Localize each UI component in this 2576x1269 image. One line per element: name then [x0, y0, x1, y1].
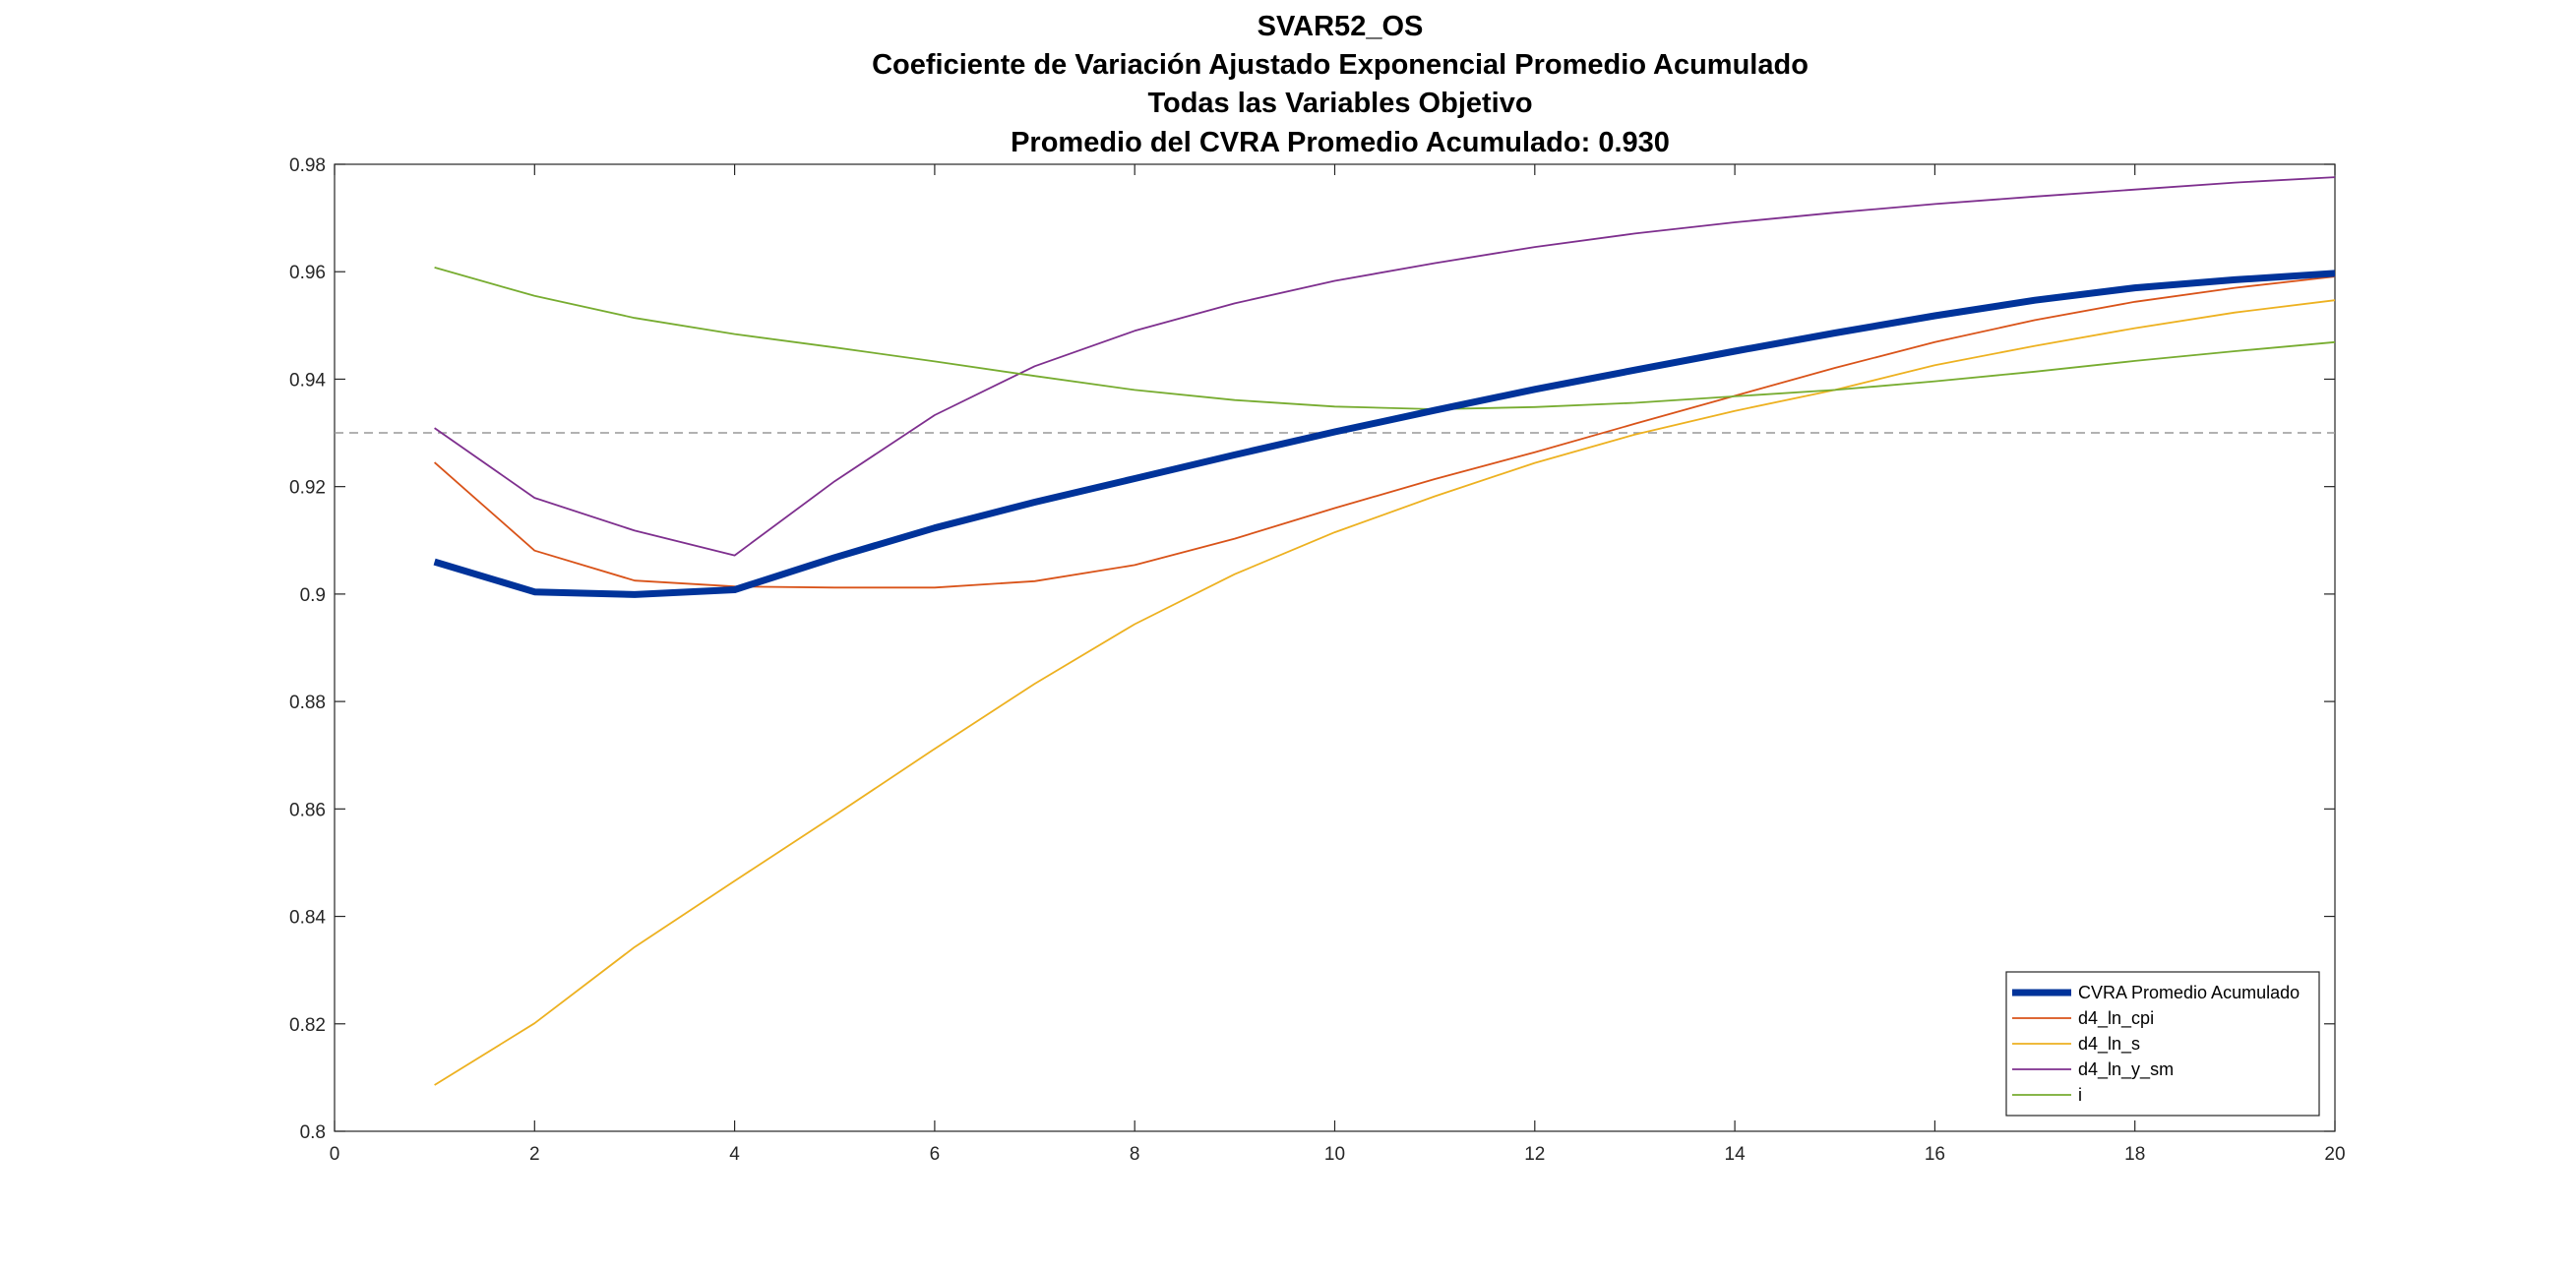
x-tick-label-9: 18	[2124, 1144, 2145, 1165]
x-tick-label-8: 16	[1925, 1144, 1945, 1165]
y-tick-label-7: 0.94	[289, 370, 326, 391]
title-line-2: Coeficiente de Variación Ajustado Expone…	[872, 49, 1809, 81]
y-tick-label-5: 0.9	[300, 585, 326, 606]
plot-area	[334, 163, 2336, 1132]
x-tick-label-4: 8	[1130, 1144, 1140, 1165]
legend-label-i: i	[2078, 1085, 2082, 1105]
y-tick-label-6: 0.92	[289, 478, 326, 499]
x-tick-label-10: 20	[2324, 1144, 2345, 1165]
x-tick-label-5: 10	[1324, 1144, 1345, 1165]
legend-label-cvra-promedio-acumulado: CVRA Promedio Acumulado	[2078, 983, 2300, 1002]
axes-box	[334, 163, 2336, 1132]
title-line-4: Promedio del CVRA Promedio Acumulado: 0.…	[1011, 127, 1670, 158]
title-line-3: Todas las Variables Objetivo	[1147, 88, 1532, 119]
series-line-cvra-promedio-acumulado	[433, 270, 2336, 598]
series-line-d4-ln-y-sm	[434, 176, 2336, 557]
chart-title: SVAR52_OS Coeficiente de Variación Ajust…	[872, 11, 1809, 158]
y-tick-label-9: 0.98	[289, 155, 326, 176]
legend: CVRA Promedio Acumulado d4_ln_cpi d4_ln_sd…	[2005, 971, 2320, 1117]
series-line-i	[434, 267, 2336, 410]
y-tick-label-4: 0.88	[289, 693, 326, 713]
x-tick-label-3: 6	[930, 1144, 941, 1165]
legend-label-d4-ln-s: d4_ln_s	[2078, 1034, 2140, 1055]
y-tick-label-1: 0.82	[289, 1015, 326, 1036]
x-tick-label-1: 2	[529, 1144, 540, 1165]
x-tick-label-7: 14	[1725, 1144, 1747, 1165]
legend-label-d4-ln-cpi: d4_ln_cpi	[2078, 1008, 2154, 1029]
y-tick-label-2: 0.84	[289, 908, 326, 929]
title-line-1: SVAR52_OS	[1257, 11, 1424, 42]
y-tick-label-3: 0.86	[289, 800, 326, 820]
y-tick-label-8: 0.96	[289, 263, 326, 283]
x-tick-label-2: 4	[729, 1144, 740, 1165]
series-line-d4-ln-s	[434, 299, 2336, 1086]
legend-label-d4-ln-y-sm: d4_ln_y_sm	[2078, 1059, 2174, 1080]
x-tick-label-0: 0	[330, 1144, 340, 1165]
x-tick-label-6: 12	[1524, 1144, 1545, 1165]
y-tick-label-0: 0.8	[300, 1122, 326, 1143]
